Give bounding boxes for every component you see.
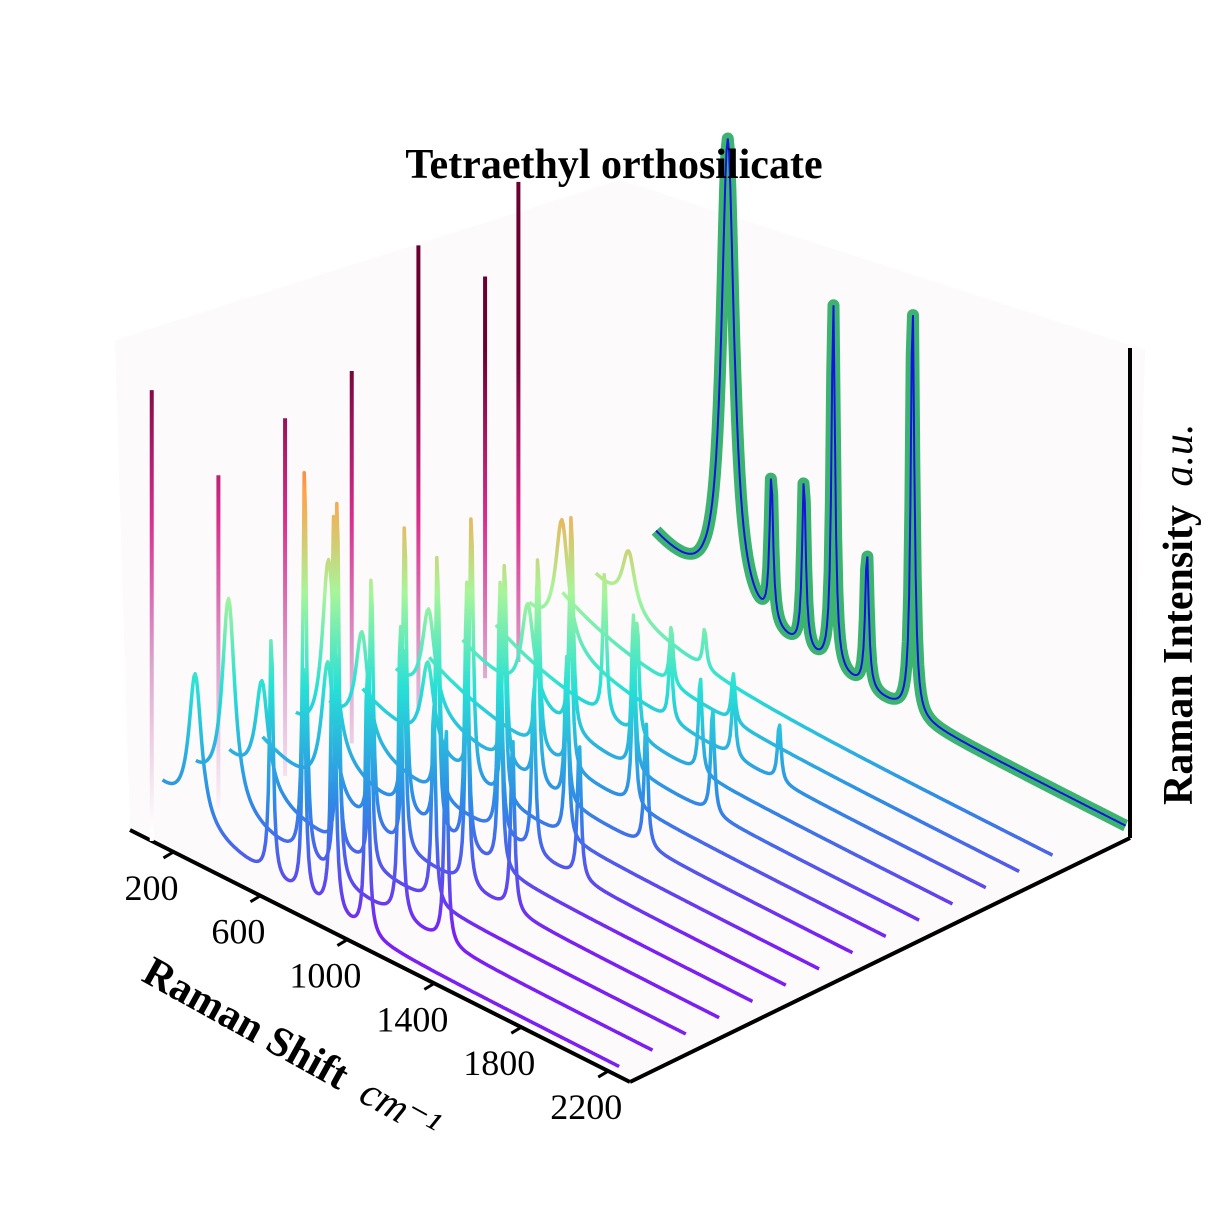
x-ticks: 200 600 1000 1400 1800 2200 [124,850,622,1127]
spectrum-line [228,678,687,1036]
x-tick-label: 1000 [289,956,361,996]
back-series-line [655,138,1127,827]
z-axis-label-text: Raman Intensity [1156,505,1202,805]
side-lines [149,181,521,841]
pane-left [115,180,1145,1082]
chart-title: Tetraethyl orthosilicate [405,142,822,188]
x-tick-mark [162,850,175,860]
spectrum-line [394,563,854,955]
x-tick-mark [597,1069,610,1079]
x-tick-label: 200 [124,868,178,908]
x-tick-label: 1400 [376,999,448,1039]
x-tick-mark [249,894,262,904]
spectrum-line [195,471,654,1052]
x-tick-mark [510,1025,523,1035]
x-axis-line [129,828,631,1084]
back-series [651,132,1131,832]
z-axis-unit: a.u. [1156,424,1202,487]
x-tick-label: 600 [211,912,265,952]
spectrum-line [161,514,620,1069]
y-axis-line [629,836,1131,1084]
x-tick-label: 1800 [463,1043,535,1083]
x-tick-mark [336,938,349,947]
axes [129,348,1132,1084]
series-group [161,471,1054,1069]
x-tick-label: 2200 [550,1087,622,1127]
x-tick-mark [423,982,436,991]
spectrum-line [528,517,987,890]
x-axis-unit: cm⁻¹ [352,1069,448,1150]
z-axis-label: Raman Intensity a.u. [1156,424,1202,805]
